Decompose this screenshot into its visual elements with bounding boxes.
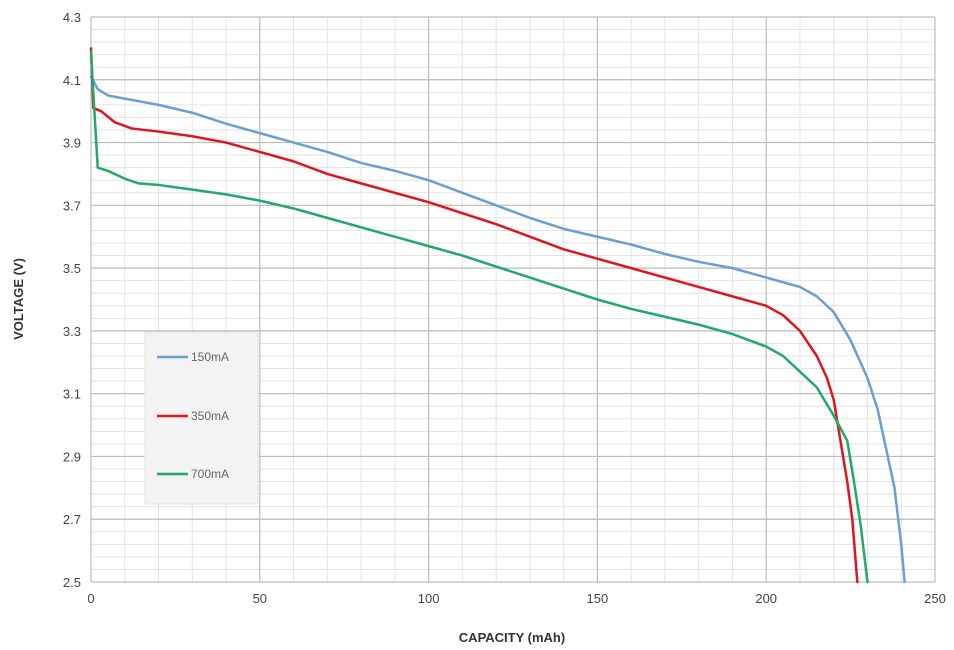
series-layer [89,47,906,584]
y-tick-label: 4.3 [63,10,81,25]
legend: 150mA 350mA 700mA [144,331,259,505]
legend-label-150ma: 150mA [191,350,229,364]
x-tick-label: 200 [755,591,777,606]
x-axis-title: CAPACITY (mAh) [459,630,565,645]
y-tick-label: 3.5 [63,261,81,276]
x-tick-label: 0 [87,591,94,606]
y-tick-label: 2.7 [63,512,81,527]
legend-label-350ma: 350mA [191,409,229,423]
y-tick-label: 4.1 [63,73,81,88]
x-tick-label: 250 [924,591,946,606]
y-tick-label: 3.1 [63,387,81,402]
legend-label-700ma: 700mA [191,467,229,481]
major-grid [90,16,936,583]
x-tick-label: 150 [587,591,609,606]
series-line-700ma [89,50,869,584]
y-tick-label: 3.7 [63,198,81,213]
y-axis-title: VOLTAGE (V) [11,258,26,340]
tick-labels: 0 50 100 150 200 250 2.5 2.7 2.9 3.1 3.3 3.5 3.7 3.9 4… [63,10,946,606]
legend-entry-700ma: 700mA [157,467,229,481]
x-tick-label: 100 [418,591,440,606]
y-tick-label: 3.3 [63,324,81,339]
series-line-150ma [89,75,906,584]
legend-box [144,331,259,505]
y-tick-label: 2.9 [63,449,81,464]
y-tick-label: 2.5 [63,575,81,590]
x-tick-label: 50 [253,591,267,606]
series-line-350ma [89,47,859,584]
legend-entry-150ma: 150mA [157,350,229,364]
legend-entry-350ma: 350mA [157,409,229,423]
y-tick-label: 3.9 [63,136,81,151]
